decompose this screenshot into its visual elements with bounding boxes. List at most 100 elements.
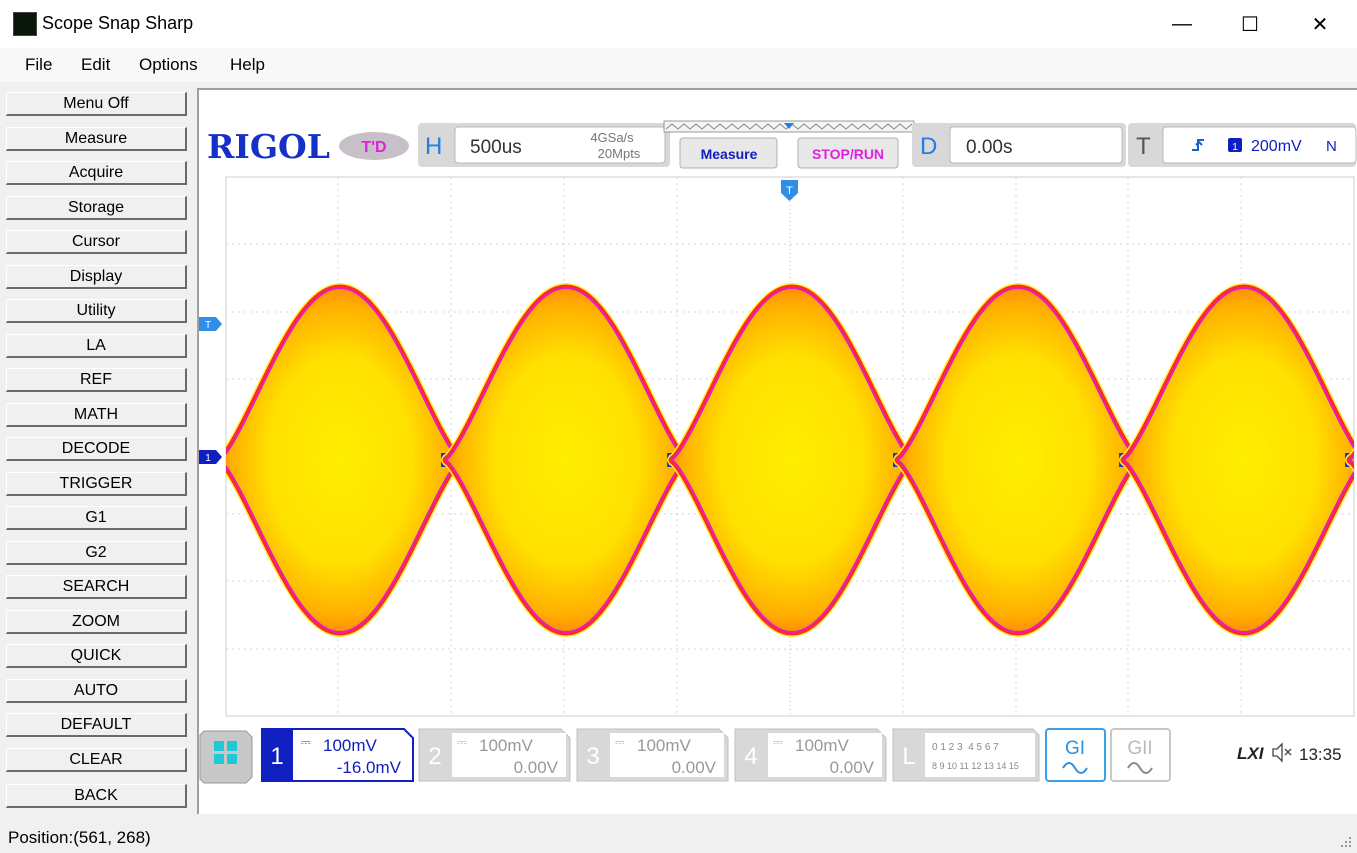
ch4-number: 4 (744, 743, 757, 770)
mode-badge: T'D (361, 139, 386, 156)
burst-envelope (1123, 287, 1354, 633)
menu-help[interactable]: Help (230, 55, 265, 74)
ch2-panel[interactable]: 2 ⎓ 100mV 0.00V (418, 728, 571, 782)
window-title: Scope Snap Sharp (42, 13, 194, 33)
maximize-button[interactable]: ☐ (1216, 0, 1284, 48)
trigger-position-marker (784, 123, 794, 129)
apps-button[interactable] (199, 730, 253, 784)
waveform-ch1 (226, 283, 1354, 637)
svg-text:T: T (786, 185, 793, 197)
acquire-button[interactable]: Acquire (6, 161, 187, 185)
la-label: L (902, 743, 915, 770)
ch2-offset: 0.00V (514, 758, 559, 777)
trigger-time-marker: T (781, 180, 798, 201)
la-button[interactable]: LA (6, 334, 187, 358)
ch4-offset: 0.00V (830, 758, 875, 777)
timebase-value: 500us (470, 137, 522, 158)
svg-text:⎓: ⎓ (457, 735, 467, 749)
menu-options[interactable]: Options (139, 55, 198, 74)
delay-value: 0.00s (966, 137, 1012, 158)
svg-text:⎓: ⎓ (773, 735, 783, 749)
sine-wave-icon-2 (1127, 762, 1153, 774)
ch4-scale: 100mV (795, 736, 850, 755)
ch1-number: 1 (270, 743, 283, 770)
status-bar: Position:(561, 268) (0, 822, 1357, 853)
rigol-logo: RIGOL (207, 127, 330, 166)
ch1-scale: 100mV (323, 736, 378, 755)
ch1-offset-marker: 1 (199, 450, 222, 464)
svg-text:1: 1 (205, 453, 211, 464)
menu-edit[interactable]: Edit (81, 55, 111, 74)
back-button[interactable]: BACK (6, 784, 187, 808)
memory-depth: 20Mpts (598, 146, 641, 161)
generator1-button[interactable]: GI (1045, 728, 1106, 782)
minimize-icon: — (1172, 12, 1192, 35)
ch3-panel[interactable]: 3 ⎓ 100mV 0.00V (576, 728, 729, 782)
rising-edge-icon (1192, 139, 1204, 151)
la-bits-low: 0 1 2 3 4 5 6 7 (932, 742, 999, 753)
ch2-scale: 100mV (479, 736, 534, 755)
speaker-muted-icon[interactable] (1272, 742, 1292, 763)
sine-wave-icon (1062, 762, 1088, 774)
title-bar: Scope Snap Sharp — ☐ ✕ (0, 0, 1357, 48)
search-button[interactable]: SEARCH (6, 575, 187, 599)
trigger-button[interactable]: TRIGGER (6, 472, 187, 496)
display-button[interactable]: Display (6, 265, 187, 289)
trigger-level-marker: T (199, 317, 222, 331)
ch1-panel[interactable]: 1 ⎓ 100mV -16.0mV (261, 728, 414, 782)
g1-button[interactable]: G1 (6, 506, 187, 530)
la-bits-high: 8 9 10 11 12 13 14 15 (932, 761, 1019, 771)
la-panel[interactable]: L 0 1 2 3 4 5 6 7 8 9 10 11 12 13 14 15 (892, 728, 1040, 782)
horizontal-label: H (425, 133, 442, 160)
burst-envelope (1349, 454, 1354, 466)
maximize-icon: ☐ (1241, 13, 1259, 36)
storage-button[interactable]: Storage (6, 196, 187, 220)
measure-soft-label: Measure (701, 146, 758, 162)
generator1-label: GI (1065, 738, 1085, 759)
stop-run-button[interactable] (797, 137, 899, 169)
ch3-scale: 100mV (637, 736, 692, 755)
sample-rate: 4GSa/s (590, 130, 634, 145)
trigger-source-badge (1228, 138, 1242, 152)
auto-button[interactable]: AUTO (6, 679, 187, 703)
generator2-label: GII (1127, 738, 1152, 759)
utility-button[interactable]: Utility (6, 299, 187, 323)
measure-soft-button[interactable] (679, 137, 778, 169)
minimize-button[interactable]: — (1148, 0, 1216, 48)
math-button[interactable]: MATH (6, 403, 187, 427)
scope-screen[interactable]: RIGOL T'D H 500us 4GSa/s 20Mpts Measure … (199, 90, 1357, 812)
menu-off-button[interactable]: Menu Off (6, 92, 187, 116)
svg-text:T: T (205, 320, 211, 331)
ch4-panel[interactable]: 4 ⎓ 100mV 0.00V (734, 728, 887, 782)
stop-run-label: STOP/RUN (812, 146, 884, 162)
clear-button[interactable]: CLEAR (6, 748, 187, 772)
g2-button[interactable]: G2 (6, 541, 187, 565)
menu-bar: File Edit Options Help (0, 48, 1357, 82)
quick-button[interactable]: QUICK (6, 644, 187, 668)
generator2-button[interactable]: GII (1110, 728, 1171, 782)
svg-text:⎓: ⎓ (615, 735, 625, 749)
cursor-button[interactable]: Cursor (6, 230, 187, 254)
ch2-number: 2 (428, 743, 441, 770)
svg-text:⎓: ⎓ (301, 735, 311, 749)
ref-button[interactable]: REF (6, 368, 187, 392)
app-icon (13, 12, 37, 36)
resize-grip-icon[interactable] (1339, 835, 1353, 849)
cursor-position: Position:(561, 268) (8, 828, 151, 847)
clock: 13:35 (1299, 745, 1342, 764)
trigger-level: 200mV (1251, 138, 1302, 155)
close-icon: ✕ (1311, 13, 1329, 36)
trigger-mode: N (1326, 138, 1337, 155)
decode-button[interactable]: DECODE (6, 437, 187, 461)
trigger-source: 1 (1232, 142, 1238, 153)
default-button[interactable]: DEFAULT (6, 713, 187, 737)
ch3-number: 3 (586, 743, 599, 770)
close-button[interactable]: ✕ (1286, 0, 1354, 48)
lxi-logo: LXI (1237, 744, 1265, 763)
measure-button[interactable]: Measure (6, 127, 187, 151)
zoom-button[interactable]: ZOOM (6, 610, 187, 634)
trigger-label: T (1136, 133, 1151, 160)
delay-label: D (920, 133, 937, 160)
ch3-offset: 0.00V (672, 758, 717, 777)
menu-file[interactable]: File (25, 55, 53, 74)
